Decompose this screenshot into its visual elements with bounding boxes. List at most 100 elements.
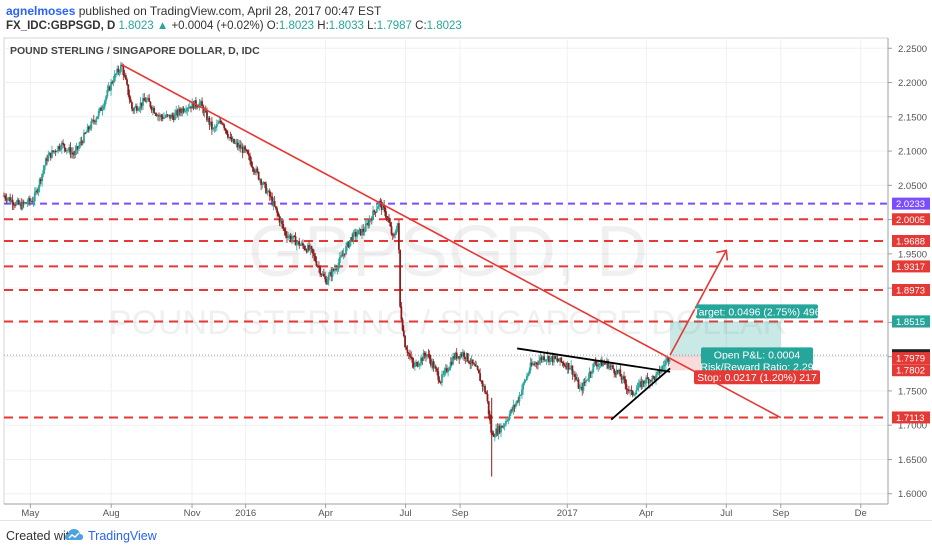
candle-body [246, 150, 249, 154]
candle-body [238, 144, 240, 148]
candle-body [479, 373, 481, 381]
candle-body [612, 365, 614, 369]
candle-body [410, 356, 413, 358]
candle-body [96, 116, 99, 119]
candle-body [122, 65, 125, 76]
candle-body [342, 253, 345, 256]
candle-body [639, 381, 641, 384]
candle-body [202, 106, 205, 114]
candle-body [532, 364, 534, 366]
candle-body [329, 272, 331, 275]
open-value: 1.8023 [278, 20, 315, 32]
candle-body [597, 364, 600, 367]
candle-body [646, 377, 649, 379]
candle-body [469, 363, 472, 365]
candle-body [385, 216, 388, 218]
candle-body [290, 238, 293, 241]
candle-body [614, 373, 617, 375]
candle-body [534, 362, 537, 365]
candle-body [551, 356, 554, 363]
candle-body [187, 108, 190, 110]
time-tick-label: Sep [452, 508, 469, 519]
candle-body [213, 127, 216, 129]
candle-body [102, 106, 105, 109]
axis-label-purple-bg [892, 197, 930, 210]
candle-body [262, 182, 265, 185]
candle-body [181, 108, 184, 113]
candle-body [338, 256, 341, 263]
candle-body [475, 366, 478, 368]
candle-body [54, 150, 57, 152]
candle-body [324, 276, 326, 280]
tradingview-brand[interactable]: TradingView [88, 529, 157, 543]
candle-body [420, 357, 422, 364]
tradingview-cloud-icon[interactable] [64, 526, 84, 544]
candle-body [354, 231, 357, 237]
candle-body [235, 142, 238, 144]
candle-body [101, 108, 104, 111]
candle-body [272, 201, 275, 205]
candle-body [218, 120, 221, 124]
price-tick-label: 2.1000 [898, 147, 927, 158]
candle-body [505, 421, 507, 425]
candle-body [81, 141, 84, 143]
candle-body [165, 114, 168, 117]
candle-body [389, 222, 392, 227]
candle-body [500, 425, 502, 433]
trend-lines[interactable] [121, 64, 782, 421]
candle-body [326, 280, 329, 285]
candle-body [327, 274, 330, 281]
watermark-name: POUND STERLING / SINGAPORE DOLLAR [109, 304, 787, 342]
candle-body [655, 374, 657, 381]
candle-body [603, 363, 606, 365]
candle-body [31, 200, 34, 203]
candle-body [286, 235, 288, 238]
candle-body [64, 147, 67, 152]
candle-body [523, 381, 526, 384]
candle-body [149, 101, 152, 108]
candle-body [399, 249, 402, 307]
candle-body [241, 146, 244, 153]
candle-body [9, 197, 12, 202]
candle-body [635, 390, 638, 395]
candle-body [553, 355, 555, 363]
candle-body [394, 233, 397, 236]
author-link[interactable]: agnelmoses [6, 4, 76, 18]
candle-body [42, 169, 45, 174]
candle-body [240, 146, 243, 149]
candle-body [201, 101, 203, 107]
candle-body [53, 150, 56, 152]
candle-body [436, 368, 438, 372]
grid [3, 37, 889, 505]
candle-body [257, 171, 260, 180]
triangle-lower-line [610, 367, 671, 421]
candle-body [69, 147, 72, 155]
candle-body [267, 190, 270, 192]
candle-body [555, 358, 558, 360]
candle-body [315, 261, 318, 266]
candle-body [318, 266, 320, 268]
candle-body [492, 433, 495, 437]
candle-body [309, 246, 312, 250]
candle-body [602, 363, 605, 367]
candle-body [442, 374, 445, 376]
candle-body [251, 166, 254, 169]
chart-header: agnelmoses published on TradingView.com,… [0, 0, 932, 36]
candle-body [224, 128, 227, 130]
axis-label-red: 1.8973 [896, 285, 925, 296]
candle-body [623, 376, 625, 379]
candle-body [592, 363, 595, 373]
candle-body [593, 361, 596, 364]
candle-body [591, 372, 593, 374]
candle-body [564, 365, 566, 367]
candle-body [474, 364, 477, 367]
candle-body [530, 362, 533, 366]
candle-body [79, 141, 82, 146]
candle-body [265, 183, 267, 194]
candle-body [118, 71, 121, 73]
candle-body [147, 98, 149, 100]
candle-body [482, 386, 485, 388]
price-chart[interactable]: GBPSGD, D POUND STERLING / SINGAPORE DOL… [0, 36, 932, 520]
candle-body [608, 365, 611, 369]
candle-body [119, 64, 122, 72]
